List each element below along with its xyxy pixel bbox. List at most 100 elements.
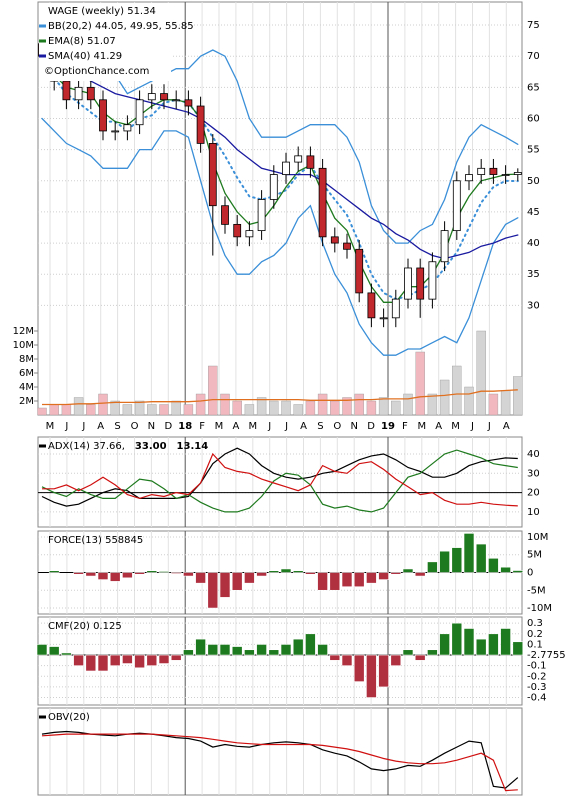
bar bbox=[122, 572, 133, 579]
bar bbox=[207, 572, 219, 609]
bar bbox=[439, 633, 450, 656]
candle-body bbox=[147, 93, 156, 101]
volume-bar bbox=[171, 400, 181, 416]
bar bbox=[366, 654, 377, 698]
y-tick-label: 0.3 bbox=[527, 618, 543, 629]
volume-tick-label: 12M bbox=[13, 326, 34, 337]
volume-bar bbox=[98, 393, 108, 416]
bar bbox=[73, 572, 84, 575]
candle-body bbox=[111, 130, 120, 133]
bar bbox=[109, 572, 121, 582]
bar bbox=[48, 646, 60, 656]
y-tick-label: 55 bbox=[527, 145, 540, 156]
y-tick-label: 0.2 bbox=[527, 629, 543, 640]
y-tick-label: 65 bbox=[527, 82, 540, 93]
y-tick-label: -0.3 bbox=[527, 682, 547, 693]
x-tick-label: N bbox=[148, 421, 155, 432]
candle-body bbox=[416, 267, 425, 300]
overlay-line bbox=[41, 67, 519, 301]
y-tick-label: 30 bbox=[527, 300, 540, 311]
candle-body bbox=[62, 80, 71, 101]
candle-body bbox=[306, 155, 315, 169]
candle-body bbox=[269, 174, 278, 200]
bar bbox=[195, 572, 206, 584]
volume-bar bbox=[86, 404, 96, 416]
bar bbox=[48, 570, 60, 573]
bar bbox=[378, 654, 389, 688]
indicator-line bbox=[41, 733, 518, 792]
legend-label: BB(20,2) 44.05, 49.95, 55.85 bbox=[48, 21, 194, 32]
bar bbox=[97, 654, 109, 672]
panel-frame bbox=[37, 707, 523, 796]
candle-body bbox=[367, 292, 376, 319]
y-tick-label: -2.7755 bbox=[527, 650, 566, 661]
x-tick-label: O bbox=[333, 421, 341, 432]
volume-bar bbox=[317, 393, 328, 416]
volume-bar bbox=[49, 404, 59, 416]
y-tick-label: 50 bbox=[527, 176, 540, 187]
overlay-line bbox=[41, 18, 519, 244]
bar bbox=[109, 654, 121, 666]
candle-body bbox=[404, 267, 412, 300]
bar bbox=[317, 572, 328, 591]
candle-body bbox=[74, 86, 83, 101]
x-tick-label: A bbox=[97, 421, 104, 432]
x-tick-label: S bbox=[317, 421, 323, 432]
x-tick-label: D bbox=[164, 421, 172, 432]
x-tick-label: A bbox=[300, 421, 307, 432]
x-tick-label: M bbox=[215, 421, 224, 432]
bar bbox=[207, 644, 219, 656]
bar bbox=[378, 572, 389, 580]
candle-body bbox=[257, 199, 266, 232]
candle-body bbox=[282, 161, 290, 175]
x-tick-label: A bbox=[435, 421, 442, 432]
bar bbox=[158, 571, 170, 573]
y-tick-label: -0.2 bbox=[527, 671, 547, 682]
bar bbox=[390, 654, 402, 666]
candle-body bbox=[245, 230, 254, 238]
candle-body bbox=[440, 230, 449, 263]
y-tick-label: 45 bbox=[527, 207, 540, 218]
candle-body bbox=[99, 99, 107, 132]
legend-label: OBV(20) bbox=[48, 712, 90, 723]
candle-body bbox=[160, 93, 168, 101]
legend-label: 33.00 bbox=[135, 441, 167, 452]
candle-body bbox=[501, 174, 510, 176]
bar bbox=[451, 622, 463, 656]
y-tick-label: 5M bbox=[527, 550, 542, 561]
volume-bar bbox=[293, 404, 303, 416]
y-tick-label: -0.1 bbox=[527, 661, 547, 672]
candle-body bbox=[379, 317, 388, 320]
volume-bar bbox=[281, 400, 291, 416]
y-tick-label: -10M bbox=[527, 603, 552, 614]
candle-body bbox=[221, 205, 229, 225]
candle-body bbox=[343, 242, 351, 250]
candle-body bbox=[391, 298, 400, 319]
bar bbox=[146, 570, 158, 573]
y-tick-label: 20 bbox=[527, 488, 540, 499]
bar bbox=[183, 572, 194, 577]
volume-bar bbox=[378, 397, 389, 416]
bar bbox=[329, 572, 341, 591]
volume-bar bbox=[232, 400, 242, 416]
x-tick-label: M bbox=[417, 421, 426, 432]
bar bbox=[134, 572, 145, 575]
x-tick-label: A bbox=[503, 421, 510, 432]
panel-title: CMF(20) 0.125 bbox=[48, 621, 122, 632]
bar bbox=[305, 633, 316, 656]
bar bbox=[341, 572, 353, 588]
volume-bar bbox=[269, 400, 279, 416]
volume-tick-label: 6M bbox=[19, 368, 34, 379]
x-tick-label: N bbox=[350, 421, 357, 432]
overlay-line bbox=[41, 55, 519, 260]
bar bbox=[183, 649, 194, 656]
bar bbox=[475, 638, 487, 656]
x-tick-label: S bbox=[114, 421, 120, 432]
y-tick-label: 70 bbox=[527, 51, 540, 62]
volume-bar bbox=[73, 397, 84, 416]
bar bbox=[475, 543, 487, 573]
bar bbox=[85, 572, 97, 577]
bar bbox=[512, 641, 524, 656]
x-tick-label: F bbox=[402, 421, 408, 432]
